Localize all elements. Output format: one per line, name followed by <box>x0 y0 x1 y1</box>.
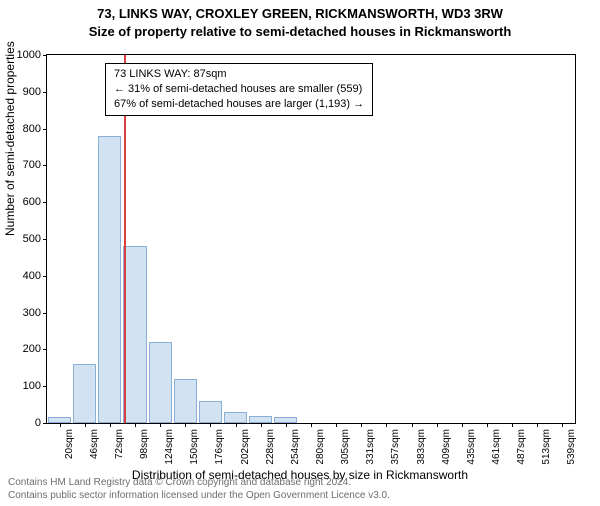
title-line-1: 73, LINKS WAY, CROXLEY GREEN, RICKMANSWO… <box>0 6 600 22</box>
x-tick-mark <box>462 423 463 427</box>
y-tick-label: 400 <box>23 270 41 282</box>
histogram-bar <box>149 342 172 423</box>
y-tick-label: 900 <box>23 86 41 98</box>
x-tick-label: 539sqm <box>566 429 577 465</box>
x-tick-label: 72sqm <box>114 429 125 459</box>
histogram-bar <box>249 416 272 423</box>
histogram-bar <box>224 412 247 423</box>
x-tick-mark <box>236 423 237 427</box>
x-tick-mark <box>311 423 312 427</box>
x-tick-mark <box>412 423 413 427</box>
x-tick-mark <box>386 423 387 427</box>
title-line-2: Size of property relative to semi-detach… <box>0 24 600 40</box>
x-tick-label: 357sqm <box>390 429 401 465</box>
x-tick-mark <box>261 423 262 427</box>
x-tick-label: 305sqm <box>340 429 351 465</box>
chart-plot-area: 0100200300400500600700800900100020sqm46s… <box>46 54 576 424</box>
x-tick-mark <box>185 423 186 427</box>
x-tick-mark <box>110 423 111 427</box>
x-tick-mark <box>60 423 61 427</box>
x-tick-mark <box>361 423 362 427</box>
x-tick-label: 409sqm <box>441 429 452 465</box>
y-tick-label: 300 <box>23 307 41 319</box>
x-tick-label: 383sqm <box>416 429 427 465</box>
histogram-bar <box>123 246 146 423</box>
x-tick-mark <box>85 423 86 427</box>
y-tick-label: 600 <box>23 196 41 208</box>
x-tick-label: 124sqm <box>164 429 175 465</box>
info-box: 73 LINKS WAY: 87sqm ← 31% of semi-detach… <box>105 63 373 116</box>
x-tick-label: 487sqm <box>516 429 527 465</box>
infobox-line-3: 67% of semi-detached houses are larger (… <box>114 97 364 112</box>
y-tick-label: 500 <box>23 233 41 245</box>
x-tick-label: 202sqm <box>240 429 251 465</box>
x-tick-mark <box>562 423 563 427</box>
footer-attribution: Contains HM Land Registry data © Crown c… <box>8 477 390 502</box>
y-tick-label: 800 <box>23 123 41 135</box>
y-tick-mark <box>43 349 47 350</box>
y-tick-mark <box>43 386 47 387</box>
infobox-line-2: ← 31% of semi-detached houses are smalle… <box>114 82 364 97</box>
y-tick-mark <box>43 165 47 166</box>
y-tick-label: 100 <box>23 380 41 392</box>
footer-line-2: Contains public sector information licen… <box>8 490 390 503</box>
x-tick-mark <box>512 423 513 427</box>
x-tick-label: 150sqm <box>189 429 200 465</box>
y-tick-mark <box>43 276 47 277</box>
y-tick-label: 1000 <box>17 49 41 61</box>
histogram-bar <box>73 364 96 423</box>
y-tick-label: 0 <box>35 417 41 429</box>
x-tick-mark <box>537 423 538 427</box>
y-tick-mark <box>43 313 47 314</box>
x-tick-mark <box>437 423 438 427</box>
x-tick-mark <box>210 423 211 427</box>
histogram-bar <box>199 401 222 423</box>
x-tick-label: 331sqm <box>365 429 376 465</box>
x-tick-label: 280sqm <box>315 429 326 465</box>
y-tick-mark <box>43 129 47 130</box>
x-tick-mark <box>160 423 161 427</box>
y-tick-label: 700 <box>23 159 41 171</box>
x-tick-mark <box>286 423 287 427</box>
y-axis-label: Number of semi-detached properties <box>3 41 17 236</box>
x-tick-label: 228sqm <box>265 429 276 465</box>
x-tick-label: 20sqm <box>64 429 75 459</box>
y-tick-mark <box>43 202 47 203</box>
footer-line-1: Contains HM Land Registry data © Crown c… <box>8 477 390 490</box>
x-tick-label: 176sqm <box>214 429 225 465</box>
histogram-bar <box>98 136 121 423</box>
y-tick-mark <box>43 92 47 93</box>
x-tick-label: 513sqm <box>541 429 552 465</box>
x-tick-mark <box>487 423 488 427</box>
x-tick-label: 254sqm <box>290 429 301 465</box>
y-tick-mark <box>43 55 47 56</box>
y-tick-mark <box>43 239 47 240</box>
x-tick-label: 98sqm <box>139 429 150 459</box>
y-tick-mark <box>43 423 47 424</box>
x-tick-label: 435sqm <box>466 429 477 465</box>
histogram-bar <box>174 379 197 423</box>
y-tick-label: 200 <box>23 343 41 355</box>
x-tick-mark <box>135 423 136 427</box>
infobox-line-1: 73 LINKS WAY: 87sqm <box>114 67 364 82</box>
x-tick-mark <box>336 423 337 427</box>
x-tick-label: 46sqm <box>89 429 100 459</box>
x-tick-label: 461sqm <box>491 429 502 465</box>
